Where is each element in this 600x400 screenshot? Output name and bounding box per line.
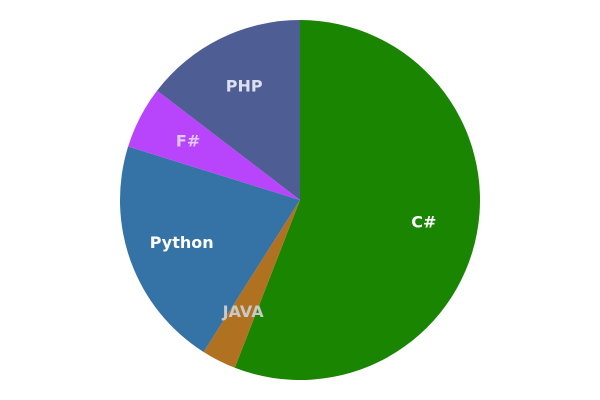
pie-label-f-sharp: F# bbox=[176, 132, 200, 151]
pie-slice-python bbox=[119, 146, 300, 352]
pie-slice-c-sharp bbox=[234, 20, 481, 380]
pie-label-python: Python bbox=[150, 233, 214, 252]
labels-layer: C# JAVA Python F# PHP bbox=[150, 77, 437, 321]
pie-slice-f-sharp bbox=[128, 90, 300, 200]
pie-slice-php bbox=[157, 20, 300, 200]
pie-label-c-sharp: C# bbox=[411, 213, 436, 232]
pie-label-php: PHP bbox=[226, 77, 263, 96]
pie-slice-java bbox=[203, 200, 300, 368]
pie-label-java: JAVA bbox=[222, 302, 265, 321]
slices-layer bbox=[119, 20, 481, 380]
